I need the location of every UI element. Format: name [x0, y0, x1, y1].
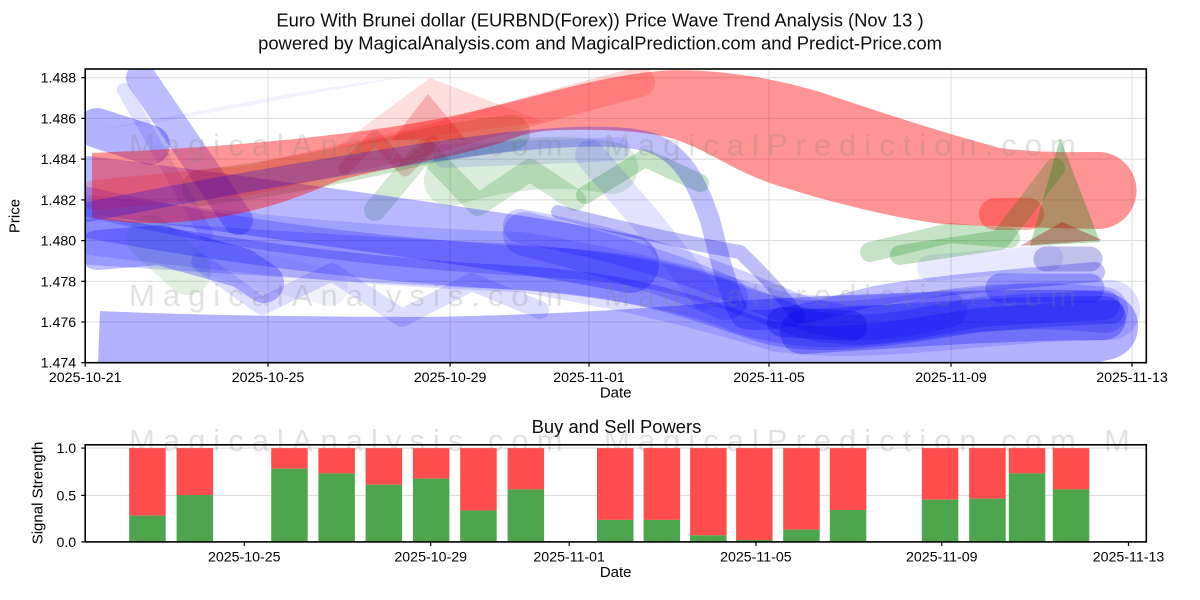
svg-text:1.488: 1.488	[41, 71, 77, 87]
svg-text:2025-11-05: 2025-11-05	[733, 370, 805, 386]
svg-text:Signal Strength: Signal Strength	[30, 442, 47, 545]
svg-text:2025-11-09: 2025-11-09	[906, 549, 978, 565]
svg-text:2025-11-01: 2025-11-01	[533, 549, 605, 565]
svg-text:2025-11-01: 2025-11-01	[553, 370, 625, 386]
svg-text:0.5: 0.5	[56, 488, 76, 504]
svg-text:1.478: 1.478	[41, 274, 77, 290]
svg-text:Date: Date	[600, 564, 632, 581]
svg-text:2025-10-25: 2025-10-25	[232, 370, 305, 386]
svg-text:0.0: 0.0	[56, 535, 76, 551]
svg-text:Buy and Sell Powers: Buy and Sell Powers	[532, 416, 702, 437]
svg-text:Date: Date	[600, 385, 632, 402]
svg-text:2025-11-13: 2025-11-13	[1096, 370, 1168, 386]
svg-text:2025-10-29: 2025-10-29	[394, 549, 467, 565]
svg-text:MagicalAnalysis.com: MagicalAnalysis.com	[129, 278, 570, 313]
svg-text:1.482: 1.482	[41, 193, 77, 209]
svg-text:1.474: 1.474	[41, 356, 77, 372]
svg-text:1.484: 1.484	[41, 152, 77, 168]
svg-text:MagicalPrediction.com: MagicalPrediction.com	[604, 278, 1084, 313]
svg-text:powered by MagicalAnalysis.com: powered by MagicalAnalysis.com and Magic…	[258, 33, 942, 54]
svg-text:2025-11-05: 2025-11-05	[720, 549, 792, 565]
svg-text:MagicalPrediction.com: MagicalPrediction.com	[604, 128, 1084, 163]
svg-text:2025-11-09: 2025-11-09	[915, 370, 987, 386]
svg-text:1.480: 1.480	[41, 234, 77, 250]
svg-text:1.476: 1.476	[41, 315, 77, 331]
svg-text:Price: Price	[7, 199, 24, 233]
svg-text:M: M	[1104, 423, 1138, 458]
svg-text:2025-10-21: 2025-10-21	[49, 370, 122, 386]
svg-text:MagicalAnalysis.com: MagicalAnalysis.com	[129, 128, 570, 163]
svg-text:1.0: 1.0	[56, 441, 76, 457]
svg-text:2025-10-25: 2025-10-25	[208, 549, 281, 565]
svg-text:2025-11-13: 2025-11-13	[1093, 549, 1165, 565]
svg-text:2025-10-29: 2025-10-29	[414, 370, 487, 386]
svg-text:1.486: 1.486	[41, 111, 77, 127]
svg-text:Euro With Brunei dollar (EURBN: Euro With Brunei dollar (EURBND(Forex)) …	[276, 10, 923, 31]
